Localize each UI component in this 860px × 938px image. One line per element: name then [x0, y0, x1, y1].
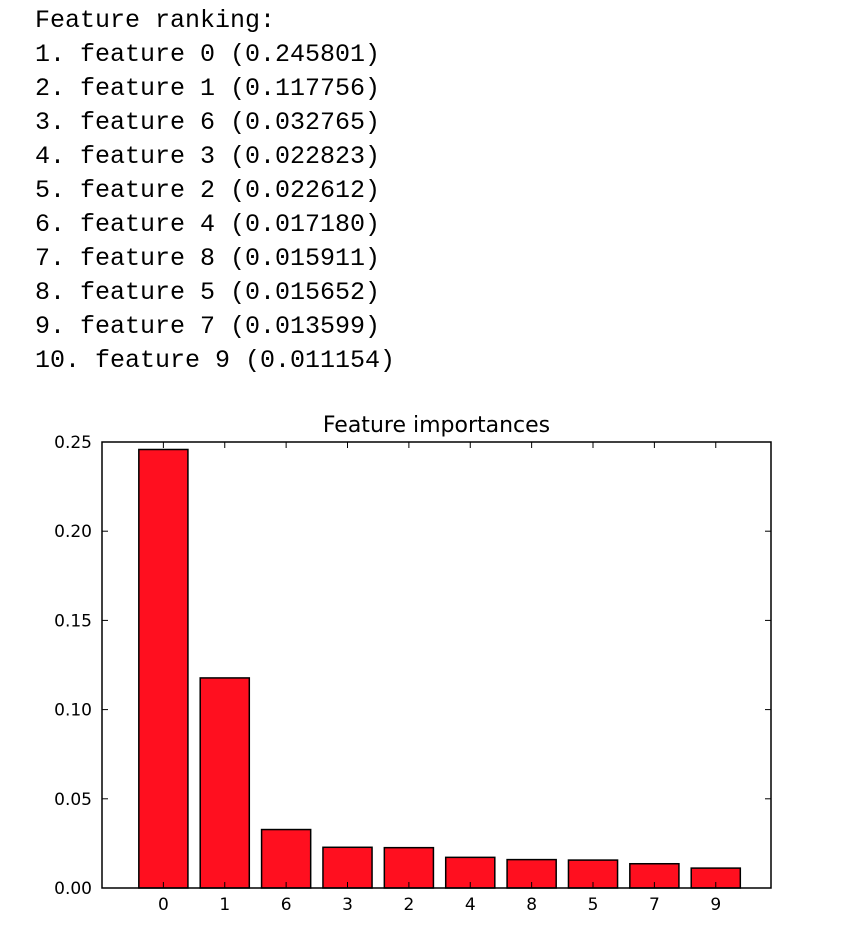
y-tick-label: 0.05 — [54, 790, 92, 810]
ranking-line: 2. feature 1 (0.117756) — [35, 74, 381, 103]
y-tick-label: 0.25 — [54, 433, 92, 453]
x-tick-label: 1 — [219, 895, 230, 915]
y-tick-label: 0.20 — [54, 522, 92, 542]
plot-frame — [101, 441, 772, 889]
feature-importances-chart: Feature importances 0.00 0.05 0.10 0.15 0.20… — [54, 413, 772, 915]
bar-feature-0 — [138, 448, 189, 889]
ranking-line: 10. feature 9 (0.011154) — [35, 346, 396, 375]
x-tick-label: 2 — [403, 895, 414, 915]
bar-feature-2 — [383, 846, 435, 889]
y-axis: 0.00 0.05 0.10 0.15 0.20 0.25 — [54, 433, 771, 899]
chart-title: Feature importances — [323, 413, 550, 438]
x-tick-label: 8 — [526, 895, 537, 915]
ranking-line: 8. feature 5 (0.015652) — [35, 278, 381, 307]
ranking-line: 6. feature 4 (0.017180) — [35, 210, 381, 239]
y-tick-label: 0.15 — [54, 611, 92, 631]
ranking-line: 1. feature 0 (0.245801) — [35, 40, 381, 69]
x-tick-label: 0 — [158, 895, 169, 915]
y-tick-label: 0.10 — [54, 701, 92, 721]
x-tick-label: 3 — [342, 895, 353, 915]
y-tick-label: 0.00 — [54, 879, 92, 899]
ranking-heading: Feature ranking: — [35, 6, 276, 35]
feature-ranking-output: Feature ranking: 1. feature 0 (0.245801) 2… — [35, 4, 395, 378]
x-tick-label: 4 — [465, 895, 476, 915]
bar-feature-1 — [199, 677, 251, 889]
ranking-line: 7. feature 8 (0.015911) — [35, 244, 381, 273]
x-tick-label: 6 — [281, 895, 292, 915]
bar-feature-6 — [260, 828, 312, 889]
ranking-line: 5. feature 2 (0.022612) — [35, 176, 381, 205]
bar-series — [138, 448, 742, 889]
bar-feature-3 — [322, 846, 373, 889]
ranking-line: 3. feature 6 (0.032765) — [35, 108, 381, 137]
x-tick-label: 9 — [710, 895, 721, 915]
x-tick-label: 7 — [649, 895, 660, 915]
ranking-line: 9. feature 7 (0.013599) — [35, 312, 381, 341]
x-tick-label: 5 — [588, 895, 599, 915]
ranking-line: 4. feature 3 (0.022823) — [35, 142, 381, 171]
x-axis: 0 1 6 3 2 4 8 5 7 9 — [158, 442, 721, 915]
